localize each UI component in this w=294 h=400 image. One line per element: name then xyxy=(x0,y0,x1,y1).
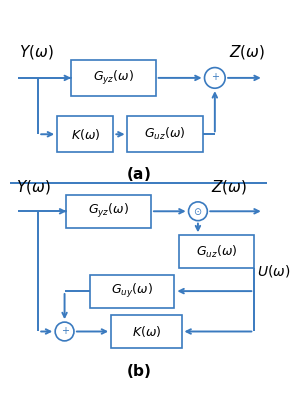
Text: $Y(\omega)$: $Y(\omega)$ xyxy=(19,43,54,61)
Text: $\bf{(b)}$: $\bf{(b)}$ xyxy=(126,362,151,380)
Text: $\bf{(a)}$: $\bf{(a)}$ xyxy=(126,165,151,183)
Bar xyxy=(128,116,203,152)
Text: $G_{yz}(\omega)$: $G_{yz}(\omega)$ xyxy=(88,202,129,220)
Text: $G_{uz}(\omega)$: $G_{uz}(\omega)$ xyxy=(196,244,237,260)
Text: $Z(\omega)$: $Z(\omega)$ xyxy=(229,43,265,61)
Bar xyxy=(90,275,174,308)
Bar xyxy=(57,116,113,152)
Circle shape xyxy=(205,68,225,88)
Text: $U(\omega)$: $U(\omega)$ xyxy=(257,263,290,279)
Bar xyxy=(111,315,181,348)
Text: $G_{yz}(\omega)$: $G_{yz}(\omega)$ xyxy=(93,69,134,87)
Text: +: + xyxy=(211,72,219,82)
Text: $K(\omega)$: $K(\omega)$ xyxy=(132,324,161,339)
Bar xyxy=(179,235,254,268)
Text: $K(\omega)$: $K(\omega)$ xyxy=(71,127,100,142)
Bar xyxy=(71,60,156,96)
Text: $G_{uy}(\omega)$: $G_{uy}(\omega)$ xyxy=(111,282,153,300)
Text: $G_{uz}(\omega)$: $G_{uz}(\omega)$ xyxy=(144,126,186,142)
Text: $Z(\omega)$: $Z(\omega)$ xyxy=(211,178,247,196)
Circle shape xyxy=(55,322,74,341)
Text: $\odot$: $\odot$ xyxy=(193,206,203,217)
Text: $Y(\omega)$: $Y(\omega)$ xyxy=(16,178,50,196)
Bar xyxy=(66,195,151,228)
Text: +: + xyxy=(61,326,69,336)
Circle shape xyxy=(188,202,207,221)
